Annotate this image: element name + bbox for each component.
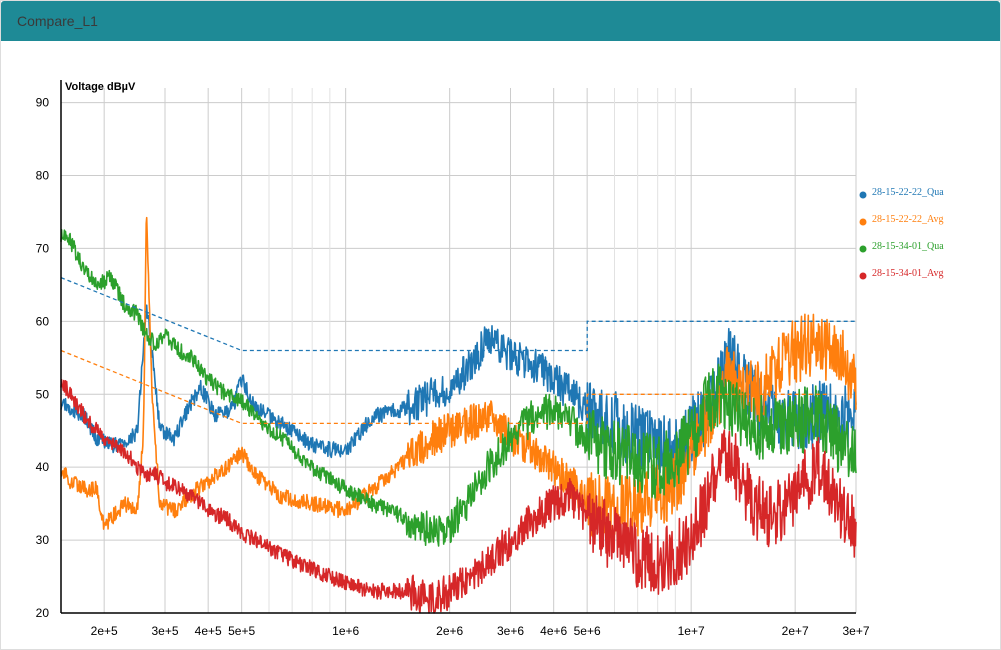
limit-line-1 — [60, 276, 856, 352]
legend-item[interactable]: 28-15-34-01_Qua — [859, 241, 945, 253]
series-group — [60, 216, 857, 614]
y-tick-label: 20 — [36, 606, 50, 620]
series-line-4 — [60, 379, 857, 614]
y-tick-label: 50 — [36, 387, 50, 401]
y-tick-label: 80 — [36, 169, 50, 183]
x-tick-label: 3e+5 — [151, 624, 178, 638]
x-tick-label: 4e+6 — [540, 624, 567, 638]
legend-item[interactable]: 28-15-22-22_Qua — [859, 187, 945, 199]
x-tick-label: 3e+7 — [842, 624, 869, 638]
y-tick-label: 40 — [36, 460, 50, 474]
legend-label: 28-15-22-22_Avg — [872, 214, 943, 225]
legend-label: 28-15-22-22_Qua — [872, 187, 944, 198]
legend-item[interactable]: 28-15-22-22_Avg — [859, 214, 944, 226]
x-tick-label: 2e+5 — [91, 624, 118, 638]
y-axis-label: Voltage dBµV — [65, 81, 136, 93]
legend-marker — [859, 245, 867, 253]
legend-item[interactable]: 28-15-34-01_Avg — [859, 268, 944, 280]
legend-label: 28-15-34-01_Qua — [872, 241, 944, 252]
legend-marker — [859, 218, 867, 226]
x-tick-label: 5e+5 — [228, 624, 255, 638]
limit-lines — [60, 276, 856, 425]
x-tick-label: 1e+6 — [332, 624, 359, 638]
x-tick-label: 3e+6 — [497, 624, 524, 638]
x-tick-label: 1e+7 — [678, 624, 705, 638]
y-tick-label: 60 — [36, 314, 50, 328]
panel-title: Compare_L1 — [1, 1, 1000, 41]
legend-label: 28-15-34-01_Avg — [872, 268, 943, 279]
limit-line-2 — [60, 349, 829, 425]
y-tick-label: 30 — [36, 533, 50, 547]
y-tick-label: 90 — [36, 96, 50, 110]
series-line-3 — [60, 229, 857, 547]
x-tick-label: 5e+6 — [574, 624, 601, 638]
axes: Voltage dBµV 20 30 40 50 60 70 80 90 2e+5 3e+5 4e+… — [36, 80, 870, 638]
legend-marker — [859, 191, 867, 199]
x-tick-label: 4e+5 — [195, 624, 222, 638]
legend-marker — [859, 272, 867, 280]
y-tick-label: 70 — [36, 241, 50, 255]
legend[interactable]: 28-15-22-22_Qua 28-15-22-22_Avg 28-15-34-0… — [859, 187, 945, 280]
x-tick-label: 2e+6 — [436, 624, 463, 638]
x-tick-label: 2e+7 — [782, 624, 809, 638]
